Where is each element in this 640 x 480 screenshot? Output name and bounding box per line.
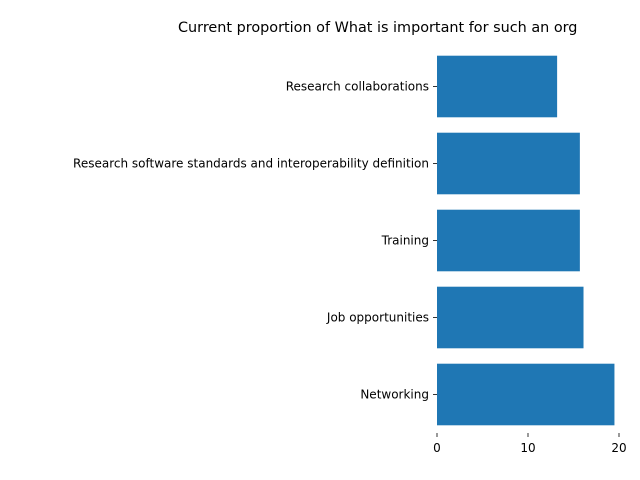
bar-4 [437, 55, 558, 118]
y-axis: Networking Job opportunities Training Resea… [73, 80, 437, 402]
y-tick-label-4: Research collaborations [286, 80, 429, 94]
x-axis: 0 10 20 [433, 433, 627, 455]
x-tick-label-1: 10 [520, 441, 535, 455]
bar-2 [437, 209, 580, 272]
y-tick-label-2: Training [381, 234, 429, 248]
y-tick-label-1: Job opportunities [326, 311, 429, 325]
y-tick-label-0: Networking [360, 388, 429, 402]
x-tick-label-2: 20 [611, 441, 626, 455]
bar-1 [437, 286, 584, 349]
chart-title: Current proportion of What is important … [178, 20, 577, 36]
y-tick-label-3: Research software standards and interope… [73, 157, 429, 171]
bars-group [437, 55, 615, 426]
x-tick-label-0: 0 [433, 441, 441, 455]
bar-0 [437, 363, 615, 426]
bar-3 [437, 132, 580, 195]
